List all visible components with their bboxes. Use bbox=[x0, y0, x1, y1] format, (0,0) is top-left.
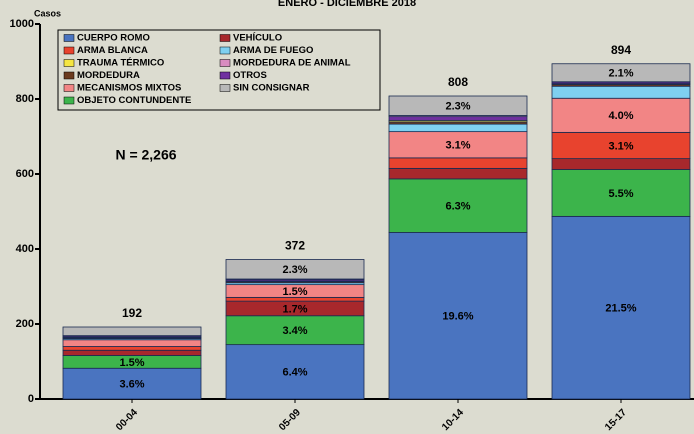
bar-segment bbox=[551, 85, 691, 99]
bar-segment bbox=[551, 215, 691, 400]
bar-segment bbox=[62, 339, 202, 347]
value-label: 19.6% bbox=[442, 311, 473, 323]
bar-segment bbox=[225, 344, 365, 400]
legend-swatch bbox=[63, 71, 75, 80]
total-label: 808 bbox=[448, 75, 468, 89]
x-tick-label: 00-04 bbox=[114, 407, 140, 433]
value-label: 1.5% bbox=[119, 357, 144, 369]
legend-label: MECANISMOS MIXTOS bbox=[77, 83, 181, 94]
legend-label: MORDEDURA bbox=[77, 70, 140, 81]
total-label: 894 bbox=[611, 43, 631, 57]
value-label: 2.1% bbox=[608, 68, 633, 80]
y-axis-label: Casos bbox=[34, 8, 61, 18]
total-label: 372 bbox=[285, 239, 305, 253]
legend-swatch bbox=[219, 84, 231, 92]
bar-segment bbox=[551, 169, 691, 217]
bar-segment bbox=[551, 63, 691, 83]
annotation: N = 2,266 bbox=[115, 147, 176, 163]
legend-swatch bbox=[63, 96, 75, 105]
legend-label: SIN CONSIGNAR bbox=[233, 83, 310, 94]
bar-segment bbox=[388, 178, 528, 233]
bar-segment bbox=[225, 296, 365, 302]
legend-swatch bbox=[63, 84, 75, 92]
value-label: 3.1% bbox=[608, 140, 633, 152]
legend-label: MORDEDURA DE ANIMAL bbox=[233, 58, 351, 69]
value-label: 3.1% bbox=[445, 140, 470, 152]
y-tick-label: 200 bbox=[16, 318, 34, 330]
bar-segment bbox=[225, 315, 365, 346]
legend-swatch bbox=[63, 34, 75, 42]
chart-title: ENERO - DICIEMBRE 2018 bbox=[278, 0, 416, 9]
x-tick-label: 05-09 bbox=[277, 407, 303, 433]
legend-swatch bbox=[63, 59, 75, 67]
value-label: 6.3% bbox=[445, 201, 470, 213]
value-label: 6.4% bbox=[282, 367, 307, 379]
value-label: 21.5% bbox=[605, 303, 636, 315]
bar-segment bbox=[388, 116, 528, 121]
legend-label: CUERPO ROMO bbox=[77, 33, 150, 44]
value-label: 2.3% bbox=[282, 264, 307, 276]
total-label: 192 bbox=[122, 306, 142, 320]
value-label: 1.7% bbox=[282, 303, 307, 315]
bar-segment bbox=[225, 259, 365, 280]
legend-swatch bbox=[219, 46, 231, 55]
value-label: 5.5% bbox=[608, 188, 633, 200]
y-tick-label: 600 bbox=[16, 168, 34, 180]
bar-segment bbox=[388, 157, 528, 169]
y-tick-label: 1000 bbox=[10, 18, 34, 30]
bar-segment bbox=[388, 131, 528, 159]
value-label: 3.4% bbox=[282, 325, 307, 337]
bar-segment bbox=[551, 131, 691, 160]
bar-segment bbox=[62, 367, 202, 400]
legend-label: ARMA DE FUEGO bbox=[233, 45, 313, 56]
legend-label: OTROS bbox=[233, 70, 267, 81]
value-label: 4.0% bbox=[608, 110, 633, 122]
value-label: 1.5% bbox=[282, 286, 307, 298]
bar-segment bbox=[388, 95, 528, 116]
bar-segment bbox=[62, 346, 202, 351]
legend-label: OBJETO CONTUNDENTE bbox=[77, 95, 191, 106]
legend-label: ARMA BLANCA bbox=[77, 45, 148, 56]
y-tick-label: 400 bbox=[16, 243, 34, 255]
bar-segment bbox=[388, 167, 528, 180]
bar-segment bbox=[388, 123, 528, 133]
x-tick-label: 15-17 bbox=[603, 407, 629, 433]
legend-swatch bbox=[219, 71, 231, 80]
legend-label: VEHÍCULO bbox=[233, 33, 282, 44]
legend-label: TRAUMA TÉRMICO bbox=[77, 58, 164, 69]
legend-box bbox=[57, 29, 381, 111]
value-label: 2.3% bbox=[445, 101, 470, 113]
y-tick-label: 0 bbox=[28, 393, 34, 405]
legend-swatch bbox=[219, 34, 231, 42]
y-tick-label: 800 bbox=[16, 93, 34, 105]
legend-swatch bbox=[219, 59, 231, 67]
value-label: 3.6% bbox=[119, 379, 144, 391]
legend-swatch bbox=[63, 46, 75, 55]
bar-segment bbox=[62, 349, 202, 356]
bar-segment bbox=[62, 326, 202, 337]
x-tick-label: 10-14 bbox=[440, 407, 466, 433]
bar-segment bbox=[551, 158, 691, 170]
